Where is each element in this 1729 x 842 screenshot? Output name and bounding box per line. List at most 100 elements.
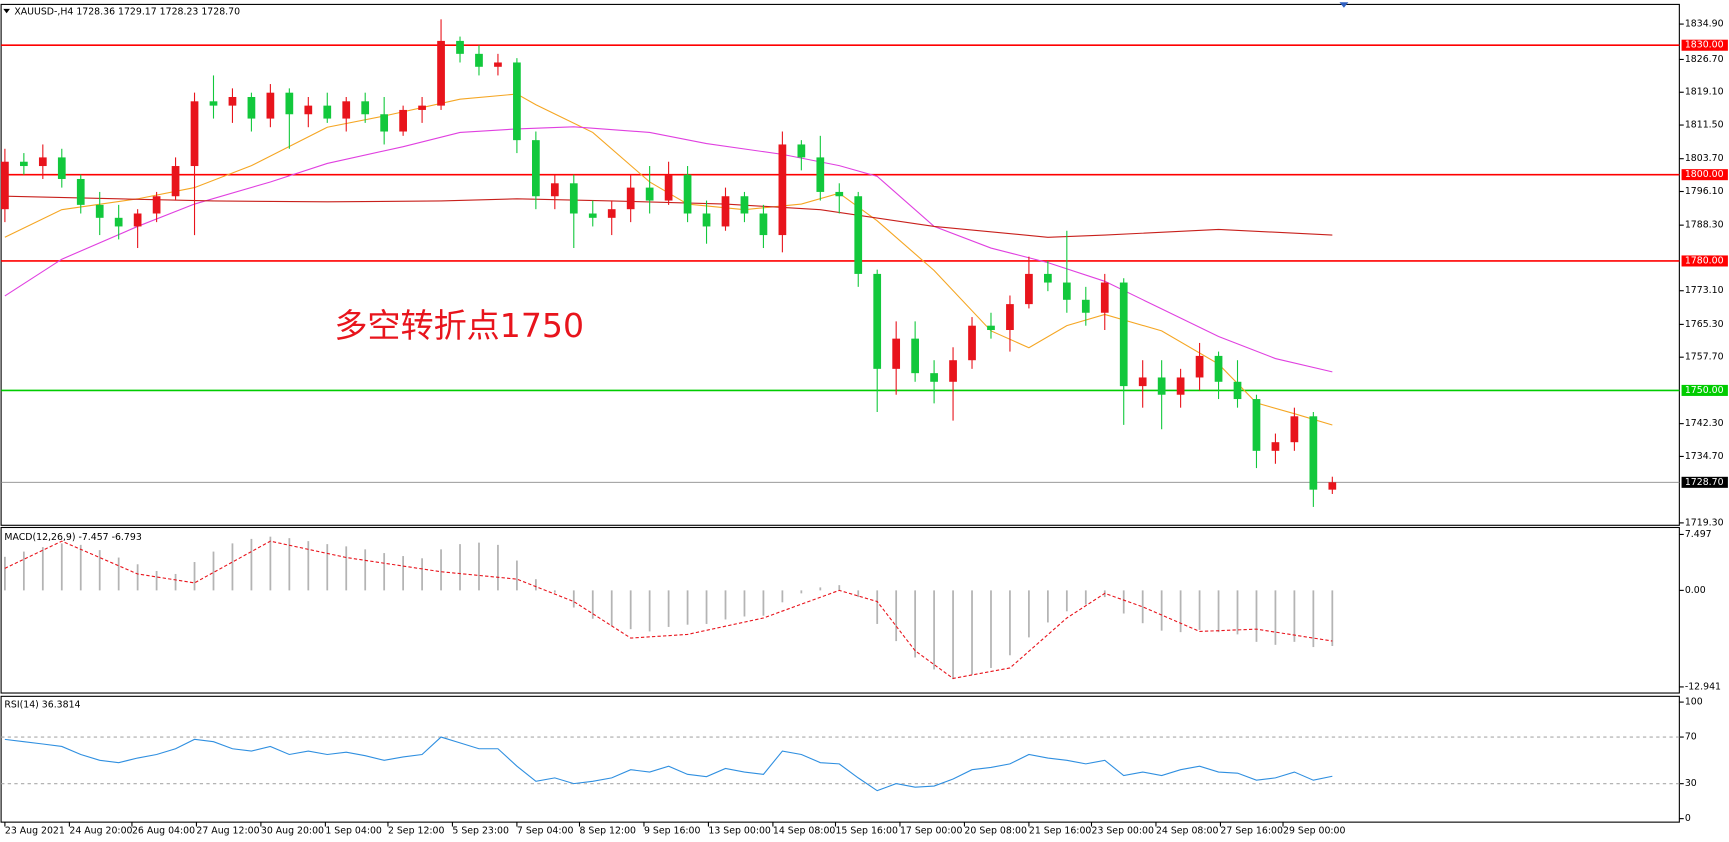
level-label: 1800.00 <box>1685 169 1724 180</box>
y-tick-label: 1773.10 <box>1685 285 1724 296</box>
candle-body <box>664 174 673 201</box>
candle-body <box>873 273 882 369</box>
candle-body <box>930 373 938 382</box>
candle-body <box>1290 416 1299 443</box>
candle-body <box>1081 299 1090 313</box>
candle-body <box>968 325 976 361</box>
candle-body <box>949 360 957 382</box>
y-tick-label: 1803.70 <box>1685 153 1724 164</box>
candle-body <box>721 196 730 227</box>
candle-body <box>892 338 901 369</box>
candle-body <box>1044 273 1052 283</box>
annotation: 多空转折点1750 <box>334 306 584 345</box>
x-tick-label: 8 Sep 12:00 <box>579 825 636 836</box>
candle-body <box>19 161 28 167</box>
candle-body <box>1252 399 1261 451</box>
y-tick-label: 1819.10 <box>1685 87 1724 98</box>
candle-body <box>247 96 256 119</box>
candle-body <box>911 338 919 374</box>
candle-body <box>1195 355 1204 378</box>
candle-body <box>645 187 654 201</box>
candle-body <box>38 157 47 167</box>
rsi-pane <box>0 695 1680 823</box>
candle-body <box>399 109 407 132</box>
candle-body <box>626 187 635 210</box>
x-tick-label: 5 Sep 23:00 <box>452 825 509 836</box>
candle-body <box>1 161 9 210</box>
candle-body <box>1176 377 1185 395</box>
candle-body <box>285 92 294 115</box>
x-tick-label: 13 Sep 00:00 <box>708 825 771 836</box>
level-tag <box>1681 384 1728 396</box>
price-pane <box>0 3 1680 526</box>
y-tick-label: 0 <box>1685 813 1691 824</box>
level-label: 1780.00 <box>1685 255 1724 266</box>
candle-body <box>1271 442 1280 451</box>
candle-body <box>1214 355 1223 382</box>
candle-body <box>418 105 426 110</box>
candle-body <box>456 40 464 54</box>
candle-body <box>437 40 445 106</box>
candle-body <box>1157 377 1166 395</box>
shift-marker <box>1339 2 1349 8</box>
level-label: 1728.70 <box>1685 477 1724 488</box>
y-tick-label: 0.00 <box>1685 585 1706 596</box>
x-tick-label: 27 Aug 12:00 <box>196 825 259 836</box>
chart-title: XAUUSD-,H4 1728.36 1729.17 1728.23 1728.… <box>14 7 240 18</box>
x-tick-label: 21 Sep 16:00 <box>1029 825 1092 836</box>
candle-body <box>304 105 313 115</box>
x-tick-label: 30 Aug 20:00 <box>261 825 324 836</box>
level-label: 1750.00 <box>1685 385 1724 396</box>
y-tick-label: 1734.70 <box>1685 451 1724 462</box>
candle-body <box>76 178 85 205</box>
y-tick-label: -12.941 <box>1685 681 1721 692</box>
candle-body <box>1100 282 1109 313</box>
candle-body <box>778 144 787 236</box>
candle-body <box>171 166 180 197</box>
level-tag <box>1681 39 1728 51</box>
signal-line <box>4 540 1333 680</box>
candle-body <box>1328 482 1337 490</box>
y-tick-label: 30 <box>1685 778 1697 789</box>
candle-body <box>607 209 616 218</box>
candle-body <box>228 96 237 106</box>
candle-body <box>323 105 332 119</box>
x-tick-label: 7 Sep 04:00 <box>517 825 574 836</box>
rsi-line <box>4 736 1333 792</box>
x-tick-label: 26 Aug 04:00 <box>132 825 195 836</box>
candle-body <box>816 157 825 192</box>
candle-body <box>1138 377 1147 387</box>
candle-body <box>759 213 768 236</box>
candle-body <box>475 53 483 67</box>
y-tick-label: 70 <box>1685 732 1697 743</box>
x-tick-label: 9 Sep 16:00 <box>644 825 701 836</box>
level-tag <box>1681 476 1728 488</box>
x-tick-label: 23 Sep 00:00 <box>1091 825 1154 836</box>
candle-body <box>1119 282 1128 387</box>
y-tick-label: 1742.30 <box>1685 418 1724 429</box>
x-tick-label: 23 Aug 2021 <box>5 825 65 836</box>
candle-body <box>1062 282 1071 300</box>
level-tag <box>1681 169 1728 181</box>
y-tick-label: 1826.70 <box>1685 54 1724 65</box>
x-tick-label: 14 Sep 08:00 <box>773 825 836 836</box>
candle-body <box>266 92 275 119</box>
candle-body <box>987 325 995 331</box>
candle-body <box>1309 416 1318 490</box>
candle-body <box>209 101 218 106</box>
candle-body <box>854 196 863 274</box>
candle-body <box>740 196 749 214</box>
candle-body <box>797 144 806 158</box>
x-tick-label: 24 Aug 20:00 <box>69 825 132 836</box>
candle-body <box>1233 381 1242 400</box>
dropdown-icon[interactable] <box>3 8 10 14</box>
candle-body <box>342 101 351 119</box>
candle-body <box>114 217 123 227</box>
macd-title: MACD(12,26,9) -7.457 -6.793 <box>4 532 141 543</box>
candle-body <box>1025 273 1033 305</box>
candle-body <box>513 62 521 141</box>
candle-body <box>152 196 161 214</box>
level-tag <box>1681 255 1728 267</box>
y-tick-label: 1788.30 <box>1685 220 1724 231</box>
